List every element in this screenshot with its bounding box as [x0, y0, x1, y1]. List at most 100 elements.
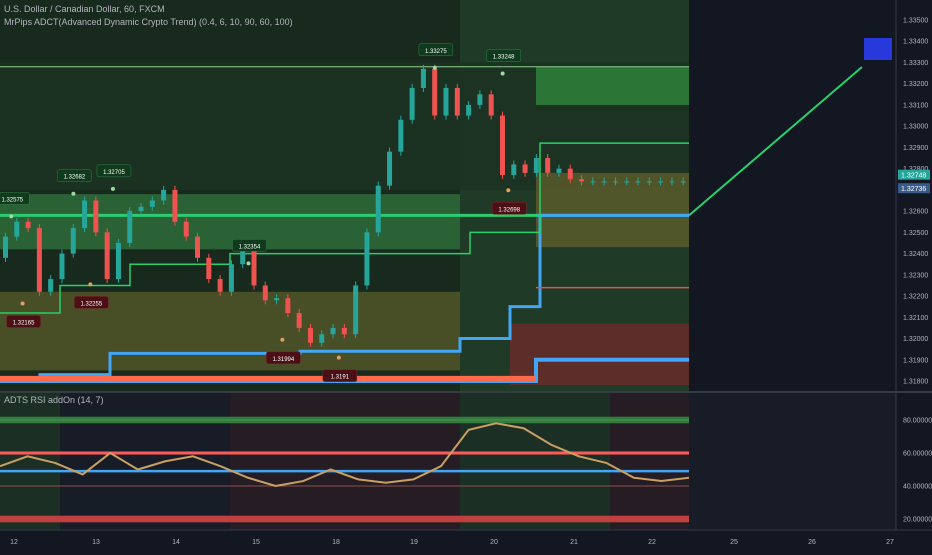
- price-tick-label: 1.33100: [903, 102, 928, 109]
- time-tick-label: 18: [332, 539, 340, 546]
- rsi-tick-label: 80.00000: [903, 418, 932, 425]
- price-candle: [172, 189, 178, 222]
- pivot-dot: [88, 282, 93, 287]
- pivot-dot: [500, 71, 505, 76]
- price-candle: [240, 242, 246, 265]
- price-candle: [556, 168, 562, 173]
- pivot-dot: [336, 355, 341, 360]
- pivot-label: 1.31994: [273, 357, 295, 363]
- price-tick-label: 1.32400: [903, 251, 928, 258]
- pivot-dot: [246, 261, 251, 266]
- price-tick-label: 1.31800: [903, 379, 928, 386]
- support-box: [0, 291, 460, 371]
- price-candle: [409, 87, 415, 120]
- pivot-dot: [506, 188, 511, 193]
- price-candle: [36, 228, 42, 292]
- time-tick-label: 22: [648, 539, 656, 546]
- price-candle: [14, 221, 20, 237]
- price-label: 1.32748: [901, 173, 926, 180]
- time-tick-label: 12: [10, 539, 18, 546]
- pivot-label-bg: [266, 351, 301, 365]
- price-candle: [115, 242, 121, 280]
- price-candle: [206, 257, 212, 280]
- pivot-label: 1.32698: [498, 207, 520, 213]
- price-candle: [104, 232, 110, 280]
- rsi-title: ADTS RSI addOn (14, 7): [4, 395, 104, 405]
- price-candle: [341, 327, 347, 335]
- price-candle: [443, 87, 449, 116]
- time-tick-label: 19: [410, 539, 418, 546]
- price-candle: [296, 313, 302, 328]
- price-candle: [646, 181, 652, 183]
- time-tick-label: 21: [570, 539, 578, 546]
- rsi-session-band: [610, 392, 689, 530]
- pivot-label-bg: [96, 164, 132, 178]
- price-candle: [511, 164, 517, 176]
- indicator-title: MrPips ADCT(Advanced Dynamic Crypto Tren…: [4, 17, 293, 27]
- pivot-label: 1.32682: [64, 175, 86, 181]
- price-candle: [499, 115, 505, 176]
- price-tick-label: 1.33200: [903, 81, 928, 88]
- price-candle: [477, 94, 483, 105]
- price-tick-label: 1.33000: [903, 124, 928, 131]
- time-tick-label: 13: [92, 539, 100, 546]
- time-tick-label: 27: [886, 539, 894, 546]
- price-candle: [612, 181, 618, 183]
- price-candle: [93, 200, 99, 233]
- pivot-dot: [432, 65, 437, 70]
- pivot-label: 1.32255: [81, 301, 103, 307]
- resistance-box: [0, 194, 460, 250]
- price-tick-label: 1.32100: [903, 315, 928, 322]
- rsi-lower-band: [0, 515, 689, 523]
- price-label-bg: [898, 183, 930, 194]
- price-candle: [161, 189, 167, 201]
- price-candle: [624, 181, 630, 183]
- price-candle: [274, 298, 280, 301]
- pivot-label: 1.32354: [239, 244, 261, 250]
- price-candle: [420, 68, 426, 88]
- pivot-dot: [280, 337, 285, 342]
- pivot-dot: [9, 214, 14, 219]
- top-box: [536, 66, 689, 105]
- price-candle: [387, 151, 393, 186]
- price-candle: [149, 200, 155, 207]
- price-candle: [25, 221, 31, 229]
- price-candle: [601, 181, 607, 183]
- pivot-label: 1.33275: [425, 49, 447, 55]
- price-candle: [307, 327, 313, 343]
- price-candle: [183, 221, 189, 237]
- price-candle: [454, 87, 460, 116]
- price-candle: [285, 298, 291, 314]
- price-candle: [364, 232, 370, 286]
- price-candle: [522, 164, 528, 173]
- pivot-label-bg: [74, 296, 109, 309]
- pivot-label: 1.3191: [331, 375, 350, 381]
- pivot-dot: [71, 191, 76, 196]
- price-tick-label: 1.32500: [903, 230, 928, 237]
- pivot-label-bg: [0, 192, 30, 205]
- price-candle: [635, 181, 641, 183]
- price-candle: [488, 94, 494, 116]
- price-tick-label: 1.32800: [903, 166, 928, 173]
- price-candle: [590, 181, 596, 183]
- target-flag: [864, 38, 892, 60]
- price-tick-label: 1.32300: [903, 272, 928, 279]
- time-tick-label: 25: [730, 539, 738, 546]
- pivot-dot: [20, 301, 25, 306]
- price-candle: [262, 285, 268, 301]
- price-axis-bg: [896, 0, 932, 550]
- projection-line: [688, 66, 863, 217]
- time-tick-label: 15: [252, 539, 260, 546]
- pivot-label: 1.33248: [493, 55, 515, 61]
- price-candle: [375, 185, 381, 233]
- pivot-label: 1.32705: [103, 170, 125, 176]
- pivot-label-bg: [418, 43, 454, 57]
- price-tick-label: 1.33400: [903, 39, 928, 46]
- green-trail: [0, 142, 689, 314]
- pivot-label: 1.32165: [13, 320, 35, 326]
- price-tick-label: 1.31900: [903, 357, 928, 364]
- price-candle: [567, 168, 573, 180]
- price-candle: [59, 253, 65, 280]
- price-candle: [228, 264, 234, 292]
